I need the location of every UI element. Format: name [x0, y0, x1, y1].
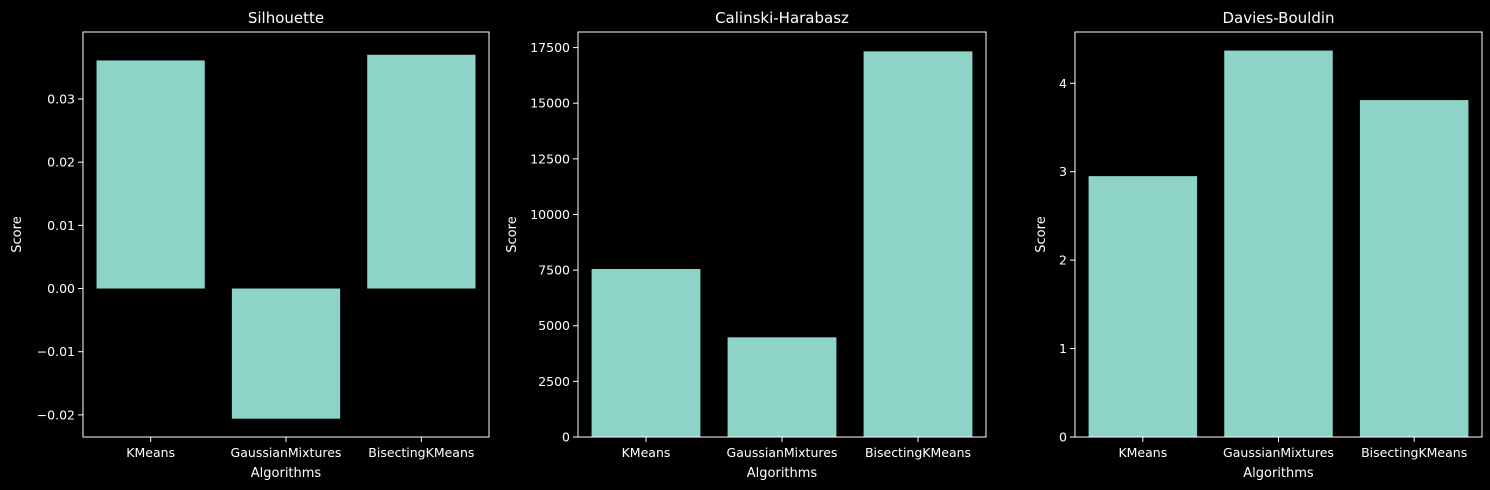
y-tick-label: 0.02: [47, 155, 75, 170]
y-tick-label: 4: [1059, 76, 1067, 91]
y-tick-label: 0.03: [47, 91, 75, 106]
bar-gaussianmixtures: [1224, 50, 1333, 437]
y-tick-label: 2500: [538, 374, 570, 389]
chart-panel-1: KMeans GaussianMixtures BisectingKMeans −0.…: [10, 9, 490, 481]
chart-title: Calinski-Harabasz: [715, 9, 849, 27]
x-tick-label: BisectingKMeans: [368, 445, 474, 460]
y-tick-label: 0.00: [47, 281, 75, 296]
x-axis-label: Algorithms: [747, 466, 818, 481]
x-axis-label: Algorithms: [251, 466, 322, 481]
y-tick-label: −0.01: [37, 344, 75, 359]
y-tick-label: 7500: [538, 263, 570, 278]
y-tick-label: 12500: [530, 151, 570, 166]
y-tick-label: 0: [562, 430, 570, 445]
x-tick-label: BisectingKMeans: [1361, 445, 1467, 460]
y-tick-label: 0: [1059, 430, 1067, 445]
chart-title: Silhouette: [248, 9, 324, 27]
y-tick-label: 5000: [538, 318, 570, 333]
y-tick-label: 15000: [530, 96, 570, 111]
y-axis-label: Score: [1034, 216, 1049, 252]
y-tick-label: 1: [1059, 341, 1067, 356]
y-axis-label: Score: [10, 216, 25, 252]
x-tick-label: GaussianMixtures: [231, 445, 342, 460]
y-tick-label: 3: [1059, 164, 1067, 179]
x-tick-label: GaussianMixtures: [1223, 445, 1334, 460]
x-tick-label: KMeans: [126, 445, 175, 460]
bar-bisectingkmeans: [863, 51, 973, 438]
chart-panel-2: KMeans GaussianMixtures BisectingKMeans 0 25…: [505, 9, 987, 481]
bar-gaussianmixtures: [727, 337, 837, 437]
x-axis-label: Algorithms: [1243, 466, 1314, 481]
y-tick-label: 17500: [530, 40, 570, 55]
bar-kmeans: [96, 60, 205, 289]
bar-gaussianmixtures: [231, 288, 341, 419]
y-tick-label: 2: [1059, 253, 1067, 268]
bar-kmeans: [1088, 176, 1198, 437]
x-tick-label: BisectingKMeans: [865, 445, 971, 460]
bar-bisectingkmeans: [367, 54, 476, 289]
bar-bisectingkmeans: [1359, 100, 1469, 437]
y-tick-label: 0.01: [47, 218, 75, 233]
chart-panel-3: KMeans GaussianMixtures BisectingKMeans 0 1 2…: [1034, 9, 1483, 481]
x-tick-label: KMeans: [622, 445, 671, 460]
y-tick-label: 10000: [530, 207, 570, 222]
x-tick-label: KMeans: [1118, 445, 1167, 460]
y-axis-label: Score: [505, 216, 520, 252]
chart-title: Davies-Bouldin: [1222, 9, 1334, 27]
bar-kmeans: [591, 268, 701, 437]
y-tick-label: −0.02: [37, 407, 75, 422]
x-tick-label: GaussianMixtures: [727, 445, 838, 460]
